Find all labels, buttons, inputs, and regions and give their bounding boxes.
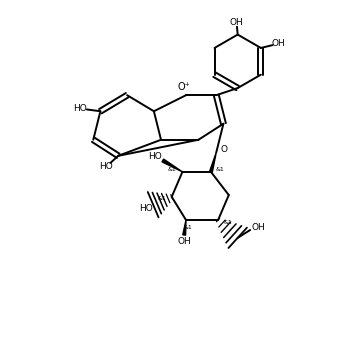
Text: HO: HO: [148, 153, 161, 161]
Text: O: O: [221, 145, 228, 154]
Polygon shape: [162, 159, 183, 172]
Polygon shape: [210, 152, 216, 172]
Text: O⁺: O⁺: [178, 82, 191, 92]
Text: &1: &1: [168, 166, 177, 171]
Text: OH: OH: [229, 18, 243, 26]
Text: OH: OH: [177, 237, 191, 246]
Text: &1: &1: [215, 166, 224, 171]
Text: &1: &1: [183, 224, 192, 229]
Text: HO: HO: [73, 104, 87, 113]
Text: &1: &1: [157, 196, 166, 201]
Polygon shape: [183, 220, 186, 235]
Text: HO: HO: [99, 162, 113, 171]
Text: OH: OH: [272, 39, 286, 48]
Text: OH: OH: [252, 223, 265, 232]
Text: &1: &1: [224, 221, 232, 226]
Text: HO: HO: [139, 204, 153, 213]
